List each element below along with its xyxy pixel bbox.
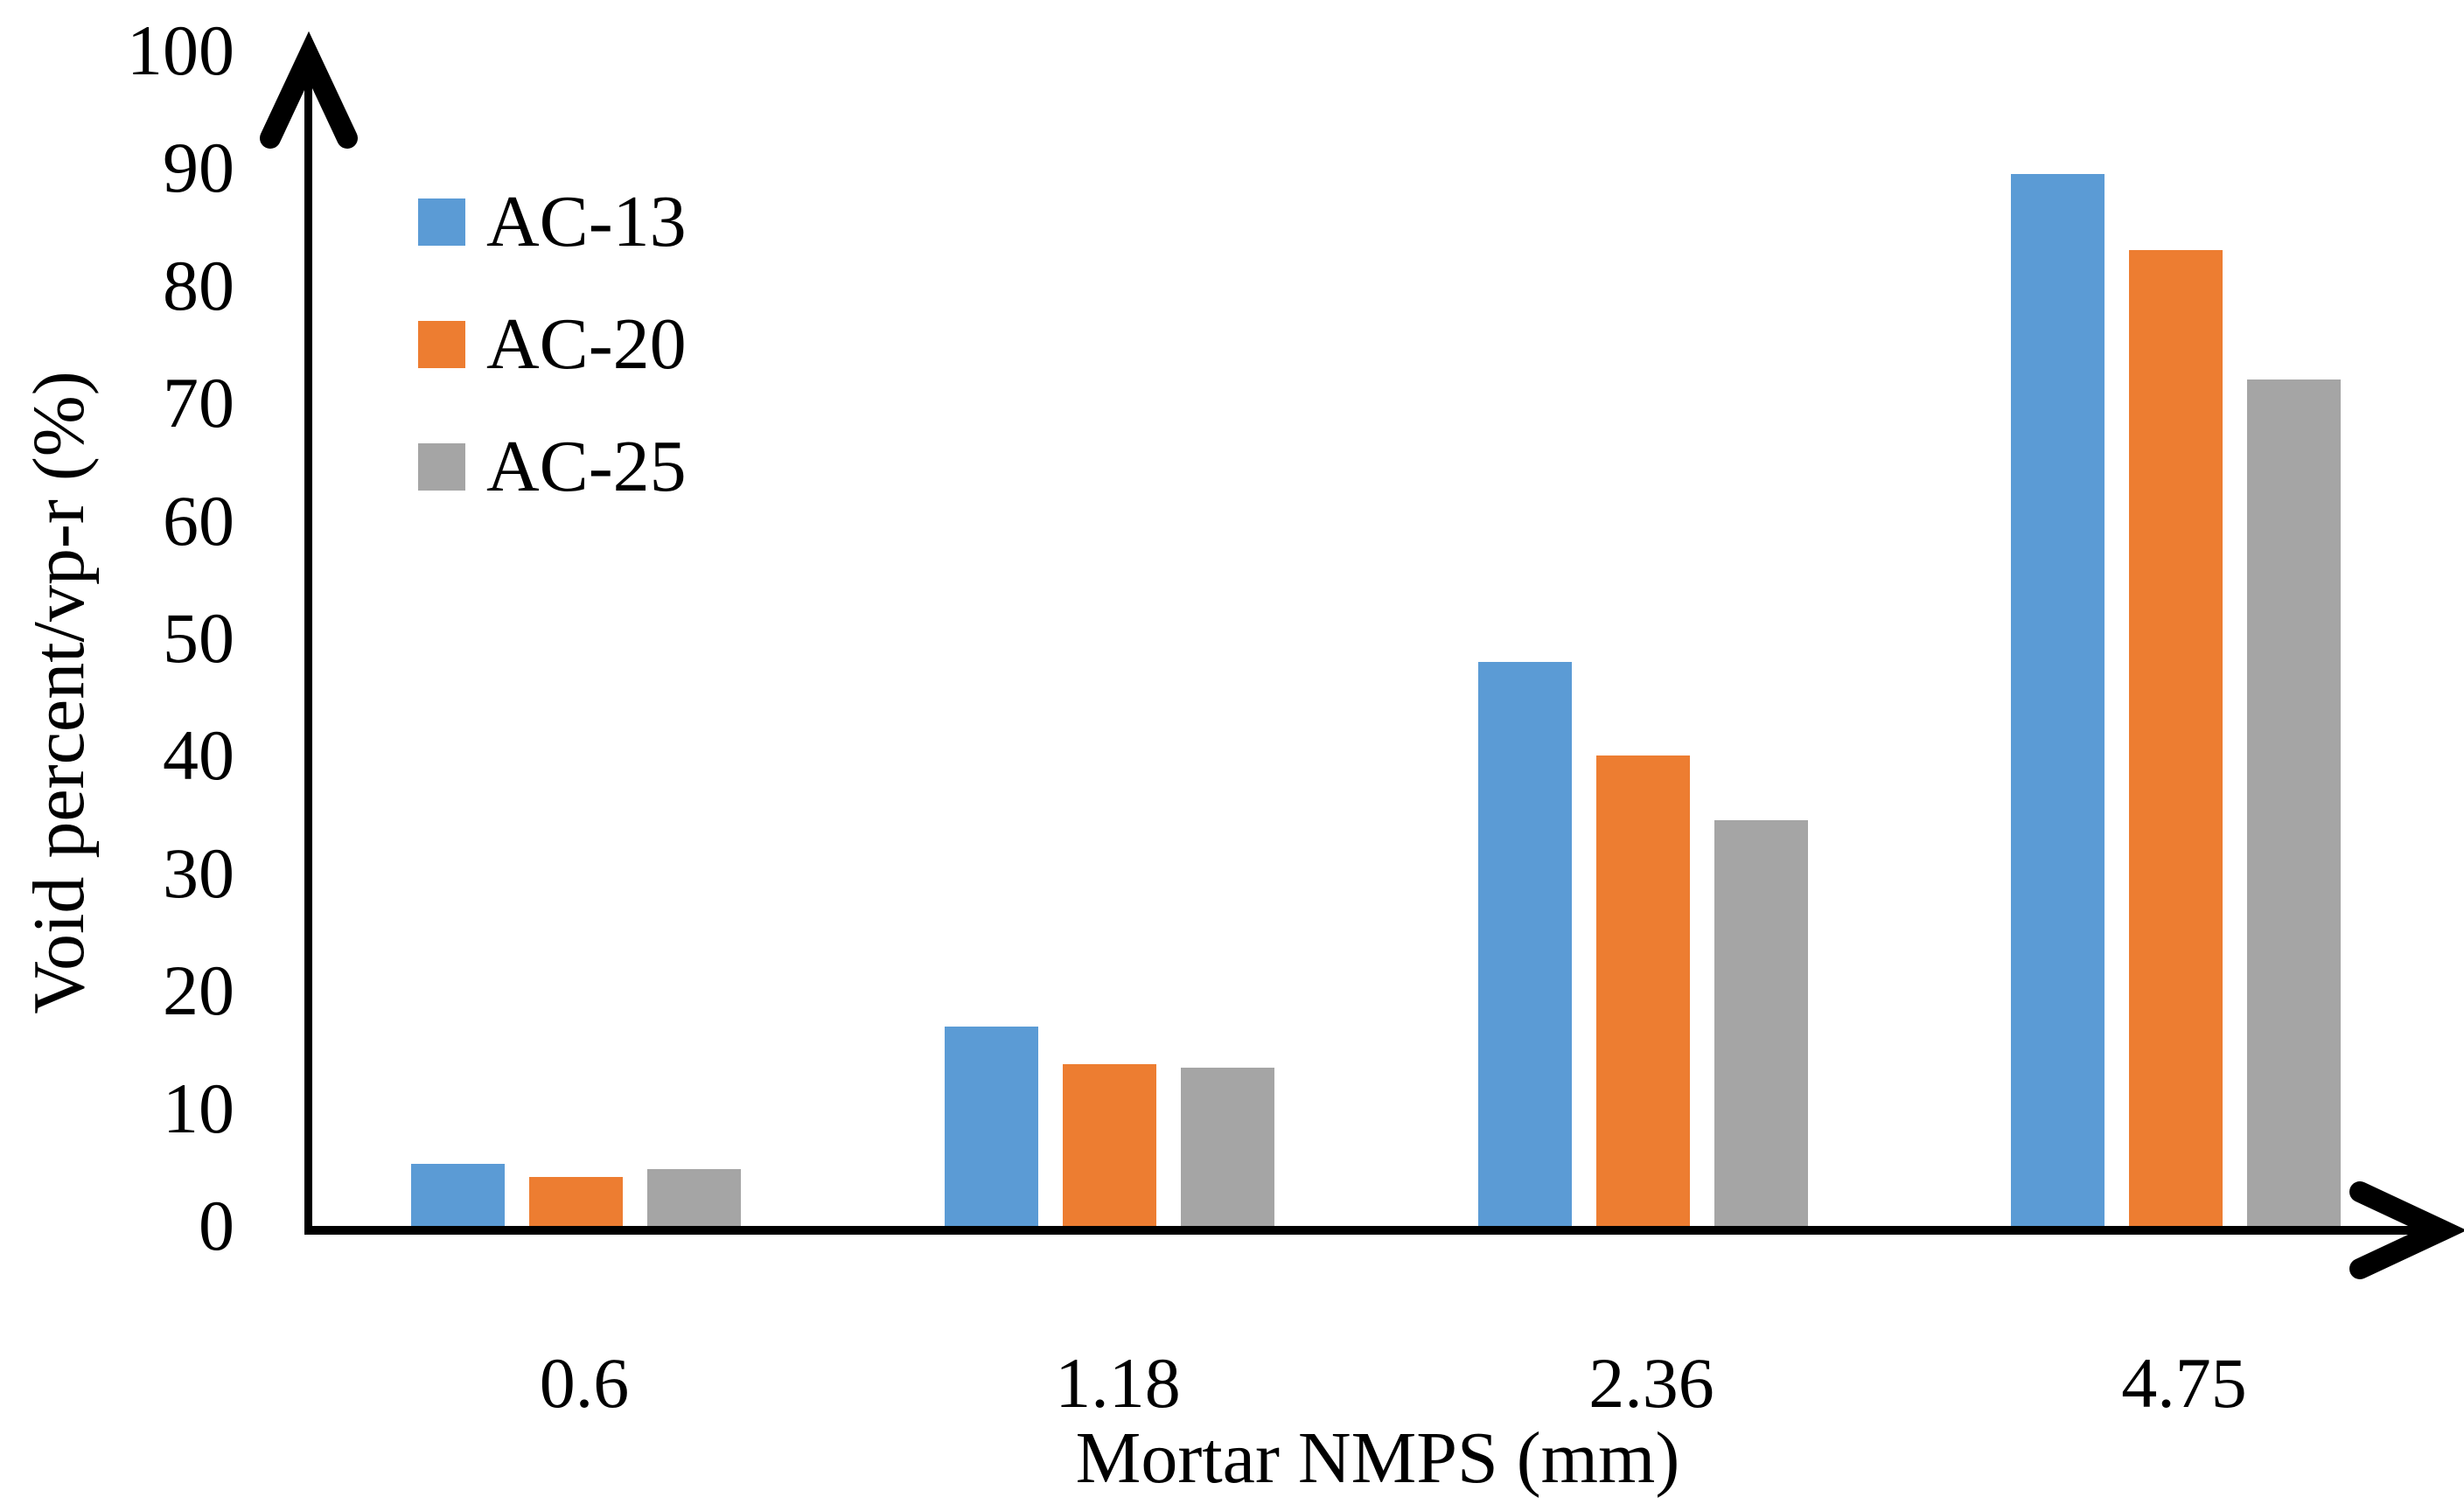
x-tick-label: 0.6 <box>539 1343 630 1423</box>
legend-swatch-icon <box>418 321 465 368</box>
y-tick-label: 70 <box>163 363 234 443</box>
y-tick-label: 40 <box>163 715 234 796</box>
bar-ac-13-2.36 <box>1477 661 1572 1226</box>
y-tick-label: 50 <box>163 598 234 678</box>
bar-ac-25-2.36 <box>1714 820 1808 1226</box>
legend-swatch-icon <box>418 198 465 246</box>
x-tick-label: 2.36 <box>1588 1343 1714 1423</box>
y-tick-label: 0 <box>199 1186 234 1265</box>
bar-ac-20-0.6 <box>528 1176 623 1226</box>
bar-ac-20-4.75 <box>2128 250 2223 1226</box>
y-tick-label: 100 <box>127 10 234 90</box>
legend-item-ac-25: AC-25 <box>418 426 687 507</box>
bar-ac-13-1.18 <box>944 1026 1038 1226</box>
x-tick-label: 4.75 <box>2121 1343 2247 1423</box>
x-axis-title: Mortar NMPS (mm) <box>1075 1417 1680 1499</box>
bar-ac-25-1.18 <box>1180 1067 1274 1226</box>
bar-ac-13-4.75 <box>2010 174 2105 1226</box>
legend-label: AC-13 <box>486 181 687 262</box>
legend-item-ac-13: AC-13 <box>418 181 687 262</box>
legend-item-ac-20: AC-20 <box>418 303 687 385</box>
bar-ac-20-2.36 <box>1595 756 1690 1226</box>
y-axis-arrow-icon <box>260 31 358 149</box>
legend-swatch-icon <box>418 443 465 491</box>
bar-ac-20-1.18 <box>1062 1063 1156 1226</box>
legend-label: AC-25 <box>486 426 687 507</box>
y-tick-label: 30 <box>163 832 234 913</box>
x-axis-arrow-icon <box>2349 1181 2464 1279</box>
y-tick-label: 20 <box>163 950 234 1031</box>
bar-ac-25-4.75 <box>2246 379 2341 1226</box>
y-tick-label: 80 <box>163 245 234 325</box>
bar-ac-13-0.6 <box>410 1163 505 1226</box>
y-tick-label: 90 <box>163 128 234 208</box>
y-tick-label: 10 <box>163 1068 234 1148</box>
y-tick-label: 60 <box>163 480 234 561</box>
bar-ac-25-0.6 <box>646 1169 741 1226</box>
x-tick-label: 1.18 <box>1055 1343 1181 1423</box>
legend-label: AC-20 <box>486 303 687 385</box>
